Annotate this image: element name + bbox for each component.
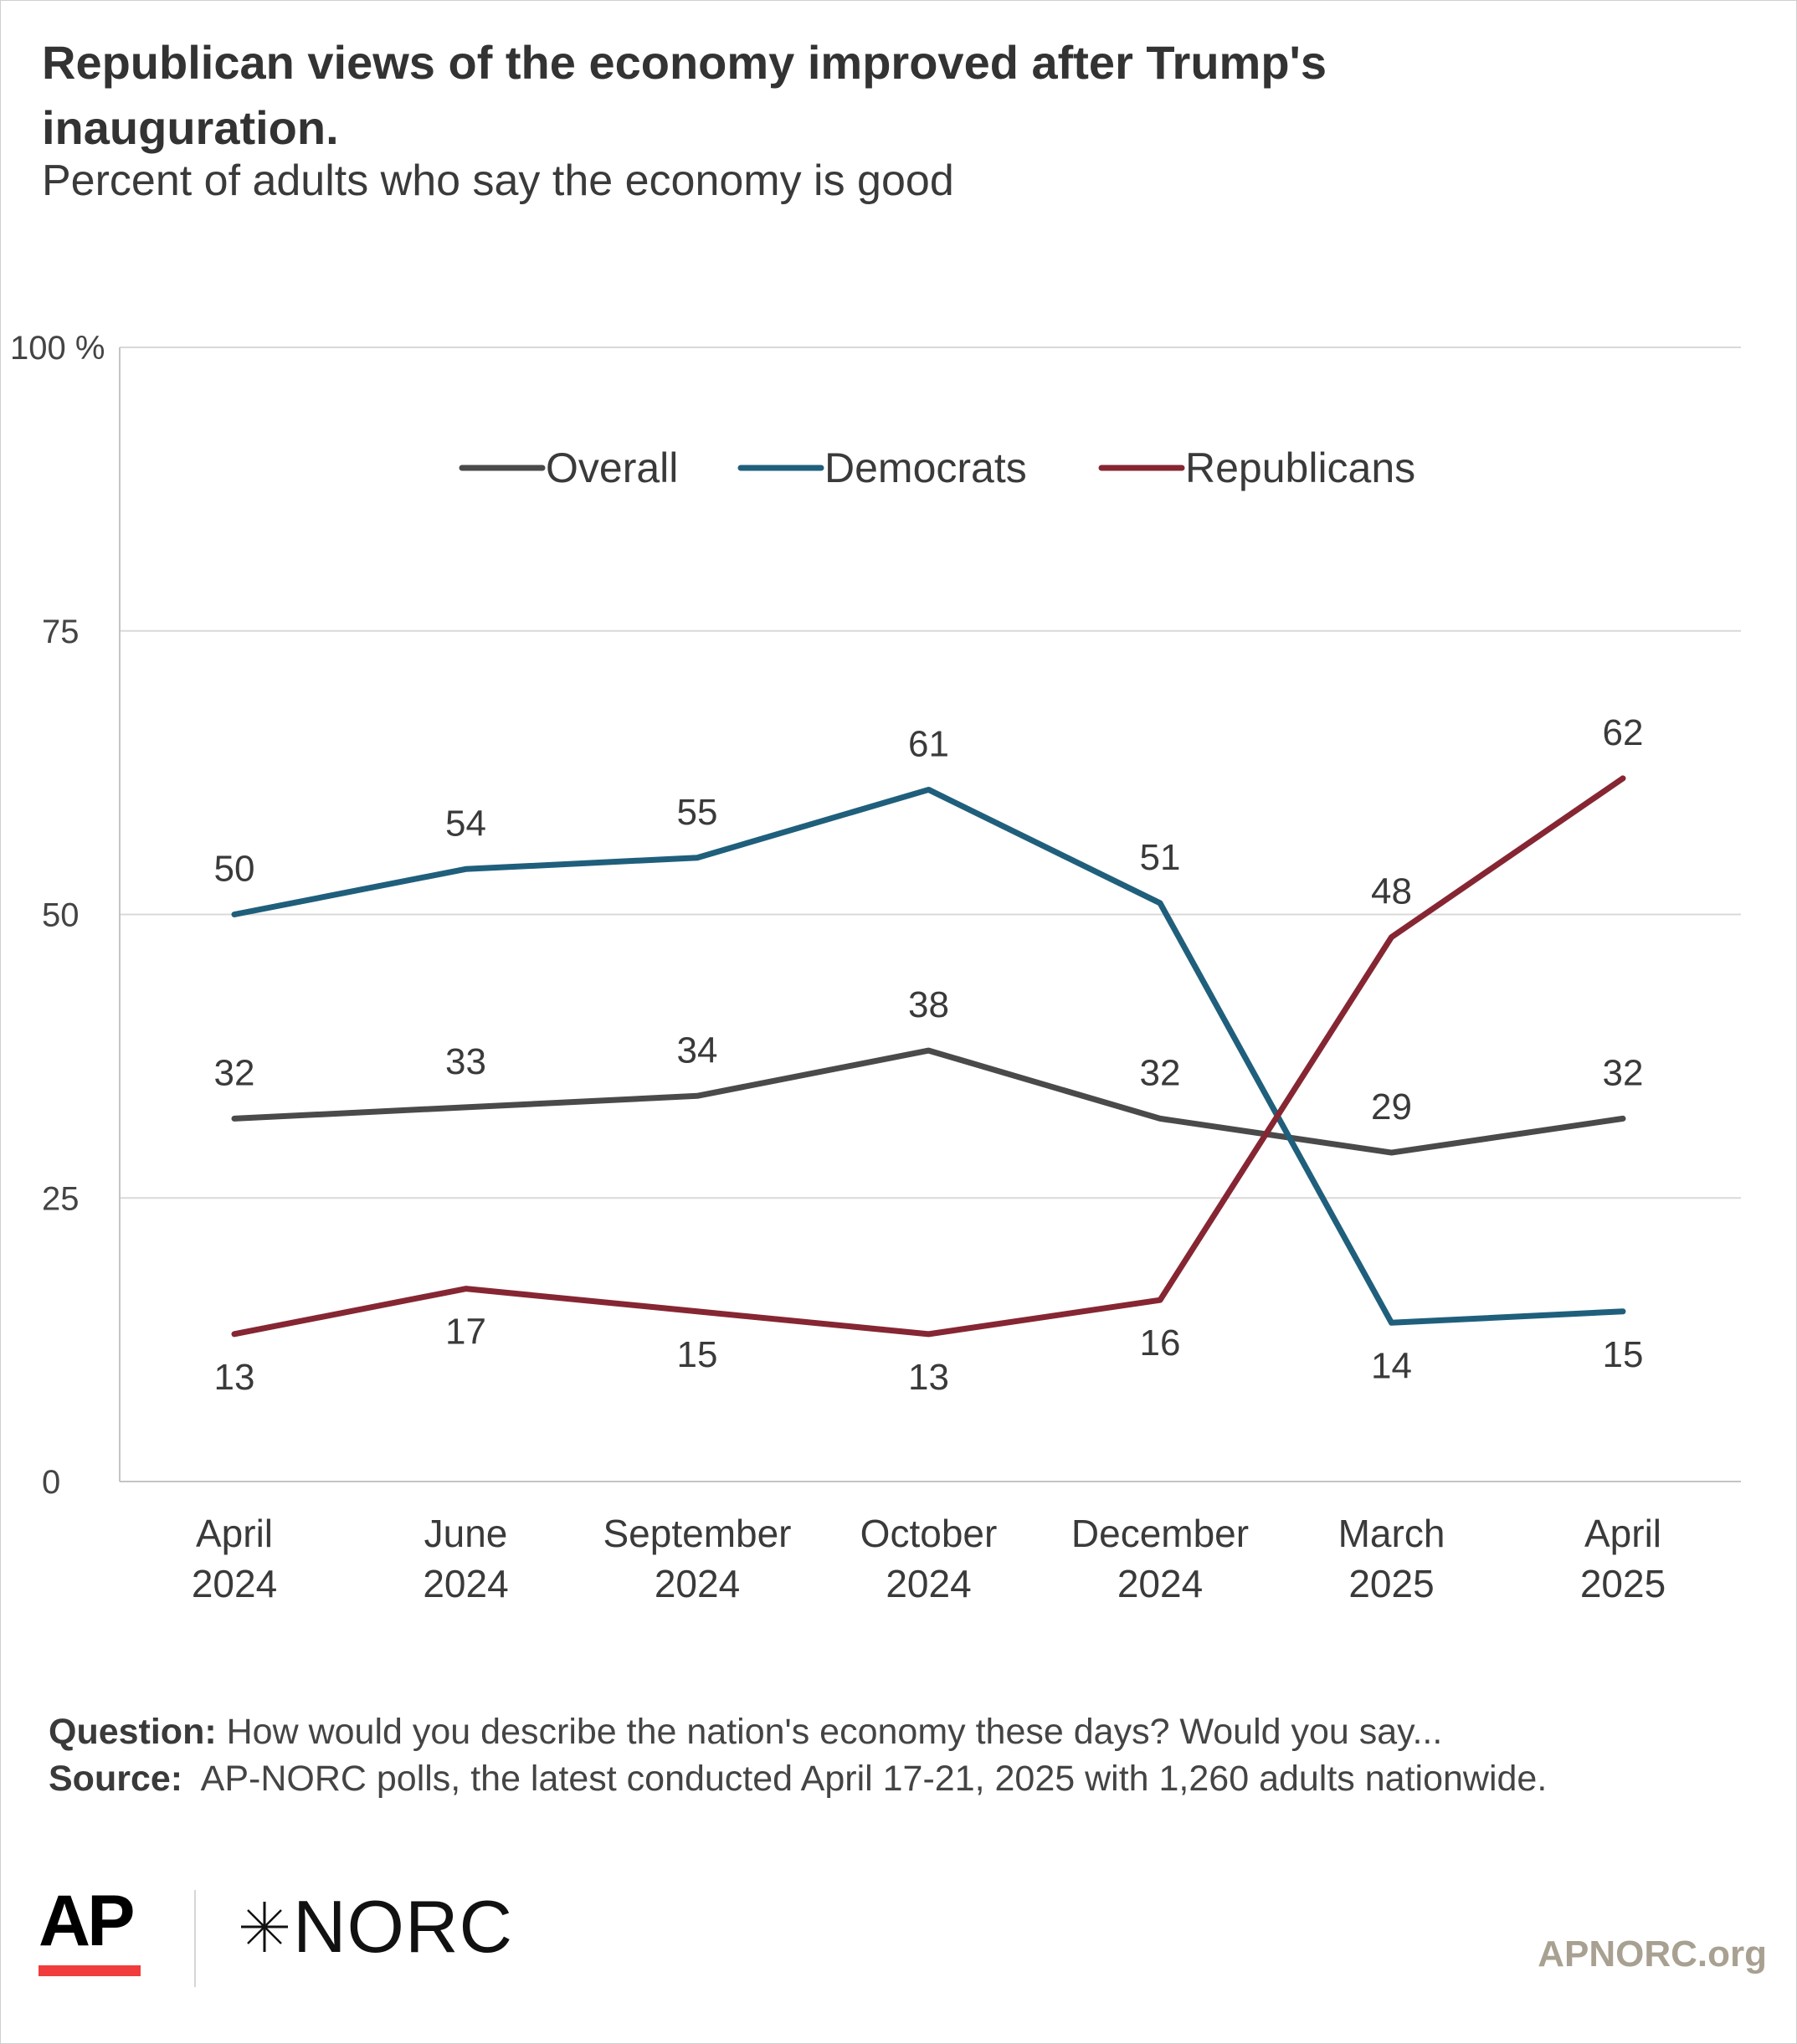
- series-lines: [231, 775, 1626, 1338]
- x-tick-label: October 2024: [860, 1512, 998, 1605]
- data-label: 15: [677, 1334, 718, 1375]
- data-label: 38: [908, 984, 949, 1025]
- data-label: 51: [1140, 837, 1181, 878]
- ap-logo-text: AP: [39, 1881, 135, 1961]
- data-label: 32: [1140, 1052, 1181, 1093]
- data-label: 14: [1371, 1345, 1412, 1386]
- y-tick-label: 0: [42, 1464, 60, 1501]
- data-label: 54: [445, 803, 486, 844]
- ap-logo-bar: [39, 1965, 141, 1976]
- data-label: 29: [1371, 1086, 1412, 1127]
- ap-logo: AP: [39, 1881, 142, 1976]
- data-label: 50: [214, 849, 255, 890]
- line-chart: 100 % 75 50 25 0 April 2024 June 2024 September 2…: [10, 330, 1741, 1605]
- data-label: 15: [1603, 1334, 1644, 1375]
- y-axis-ticks: 100 % 75 50 25 0: [10, 330, 105, 1501]
- x-tick-label: June 2024: [423, 1512, 508, 1605]
- y-tick-label: 75: [42, 614, 80, 650]
- data-label: 48: [1371, 871, 1412, 912]
- x-tick-label: December 2024: [1071, 1512, 1249, 1605]
- x-tick-label: April 2025: [1580, 1512, 1666, 1605]
- source-text: AP-NORC polls, the latest conducted Apri…: [200, 1759, 1548, 1799]
- y-tick-label: 50: [42, 897, 80, 934]
- data-label: 32: [214, 1052, 255, 1093]
- y-tick-label: 25: [42, 1180, 80, 1217]
- question-label: Question:: [49, 1712, 217, 1752]
- series-line-democrats: [231, 786, 1626, 1326]
- data-label: 13: [214, 1357, 255, 1398]
- data-label: 61: [908, 723, 949, 764]
- chart-subtitle: Percent of adults who say the economy is…: [42, 157, 954, 205]
- norc-star-icon: [241, 1902, 288, 1952]
- data-label: 16: [1140, 1322, 1181, 1364]
- site-link[interactable]: APNORC.org: [1538, 1934, 1767, 1975]
- x-axis-ticks: April 2024 June 2024 September 2024 October 202…: [192, 1512, 1666, 1605]
- chart-title: Republican views of the economy improved…: [42, 36, 1327, 154]
- y-tick-label: 100 %: [10, 330, 105, 367]
- x-tick-label: March 2025: [1338, 1512, 1445, 1605]
- legend: Overall Democrats Republicans: [459, 444, 1415, 491]
- logo-divider: [194, 1890, 196, 1987]
- legend-label: Overall: [546, 444, 678, 491]
- data-label: 13: [908, 1357, 949, 1398]
- data-labels: 32 33 34 38 32 29 32 50 54 55 61 51 14 15 13 17 15 13 16 48…: [214, 712, 1644, 1398]
- series-line-overall: [231, 1047, 1626, 1156]
- data-label: 32: [1603, 1052, 1644, 1093]
- gridlines: [119, 347, 1741, 1482]
- source-label: Source:: [49, 1759, 183, 1799]
- data-label: 34: [677, 1030, 718, 1071]
- data-label: 33: [445, 1041, 486, 1082]
- question-text: How would you describe the nation's econ…: [226, 1712, 1443, 1752]
- footnote-source: Source: AP-NORC polls, the latest conduc…: [49, 1759, 1547, 1800]
- legend-label: Democrats: [824, 444, 1027, 491]
- legend-label: Republicans: [1185, 444, 1415, 491]
- norc-logo-text: NORC: [293, 1885, 514, 1968]
- x-tick-label: September 2024: [603, 1512, 791, 1605]
- data-label: 62: [1603, 712, 1644, 753]
- footnote-question: Question: How would you describe the nat…: [49, 1712, 1442, 1753]
- data-label: 55: [677, 792, 718, 833]
- x-tick-label: April 2024: [192, 1512, 277, 1605]
- data-label: 17: [445, 1312, 486, 1353]
- series-line-republicans: [231, 775, 1626, 1338]
